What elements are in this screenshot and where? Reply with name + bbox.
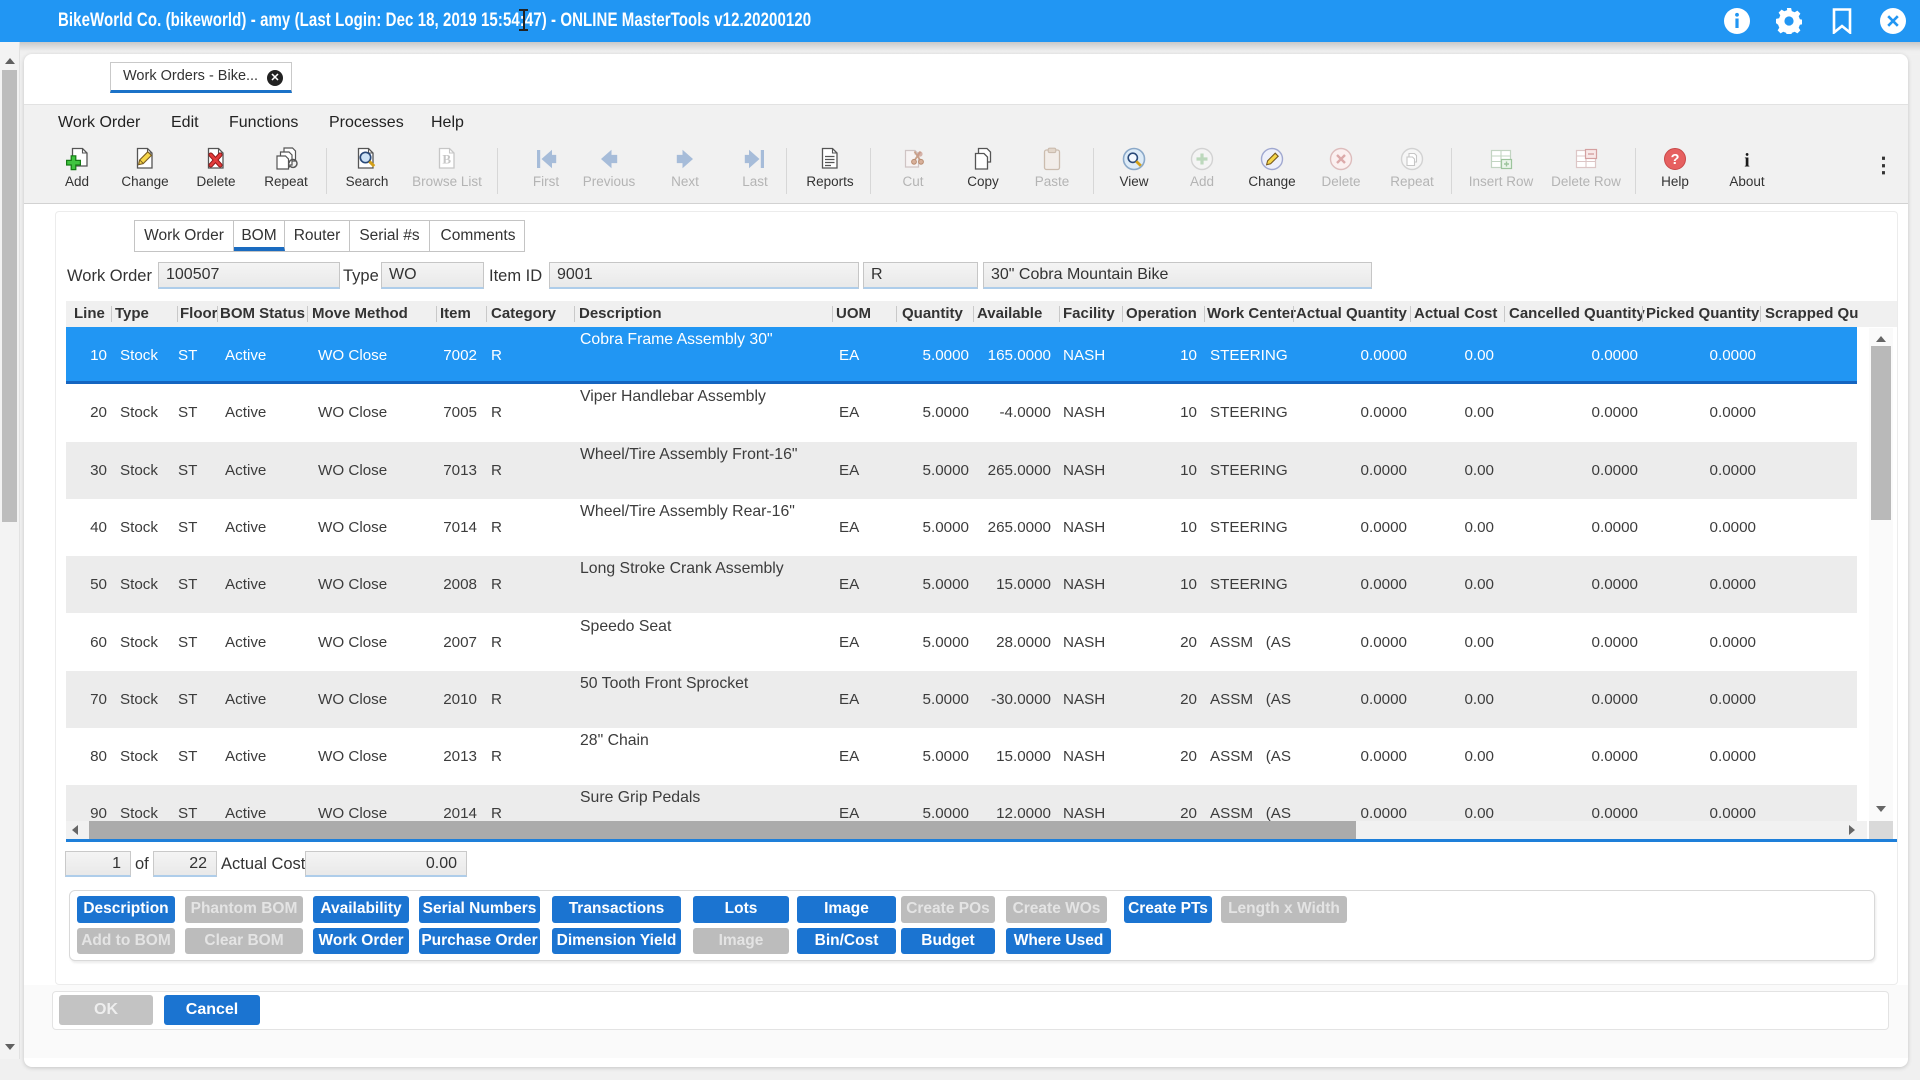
svg-text:?: ? xyxy=(1671,152,1680,168)
svg-text:B: B xyxy=(442,152,451,167)
svg-text:i: i xyxy=(1744,151,1749,172)
